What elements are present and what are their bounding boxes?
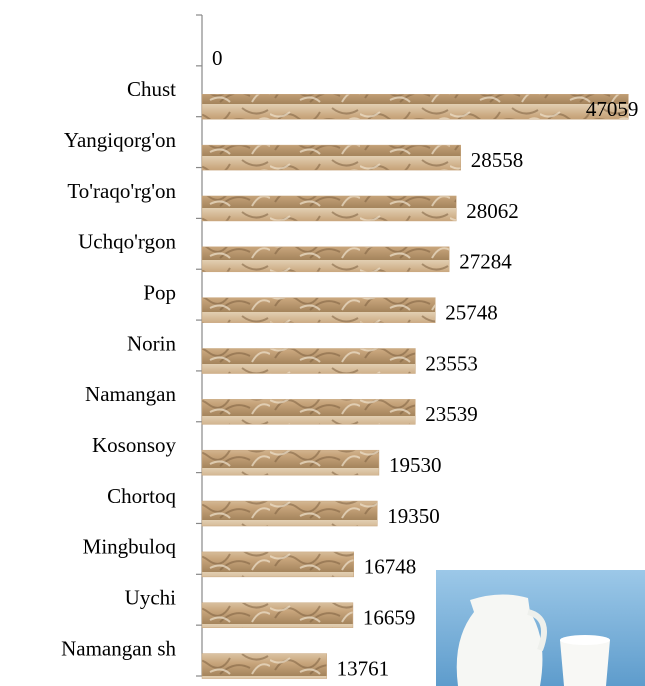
y-tick-label: Uchqo'rgon [78, 230, 176, 254]
y-tick-label: Uychi [125, 586, 176, 610]
data-label: 0 [212, 46, 223, 70]
bar [201, 399, 416, 425]
bar [201, 94, 629, 120]
bar [201, 348, 416, 374]
y-tick-label: Kosonsoy [92, 433, 177, 457]
data-label: 23553 [425, 351, 478, 375]
y-tick-label: Chortoq [107, 484, 176, 508]
data-label: 13761 [337, 656, 390, 680]
milk-image [436, 570, 645, 686]
y-tick-label: Namangan [85, 382, 176, 406]
data-label: 16748 [364, 555, 417, 579]
y-tick-label: Namangan sh [61, 636, 176, 660]
y-tick-label: Yangiqorg'on [64, 128, 177, 152]
bar [201, 500, 378, 527]
y-tick-label: Mingbuloq [83, 535, 177, 559]
y-tick-label: Chust [127, 77, 176, 101]
bar [201, 297, 436, 323]
y-tick-label: Pop [143, 280, 176, 304]
data-label: 28062 [466, 199, 518, 223]
bar [201, 144, 461, 171]
bar [201, 449, 380, 476]
data-label: 27284 [459, 250, 512, 274]
data-label: 23539 [425, 402, 478, 426]
bar [201, 195, 457, 222]
data-label: 16659 [363, 606, 416, 630]
bar [201, 602, 354, 628]
bar [201, 246, 450, 273]
data-label: 19530 [389, 453, 442, 477]
y-tick-label: To'raqo'rg'on [67, 179, 176, 203]
bar [201, 551, 354, 578]
data-label: 25748 [445, 300, 498, 324]
data-label: 28558 [471, 148, 524, 172]
bar [201, 653, 327, 679]
data-label: 19350 [387, 504, 440, 528]
data-label: 47059 [586, 97, 639, 121]
y-tick-label: Norin [127, 331, 176, 355]
